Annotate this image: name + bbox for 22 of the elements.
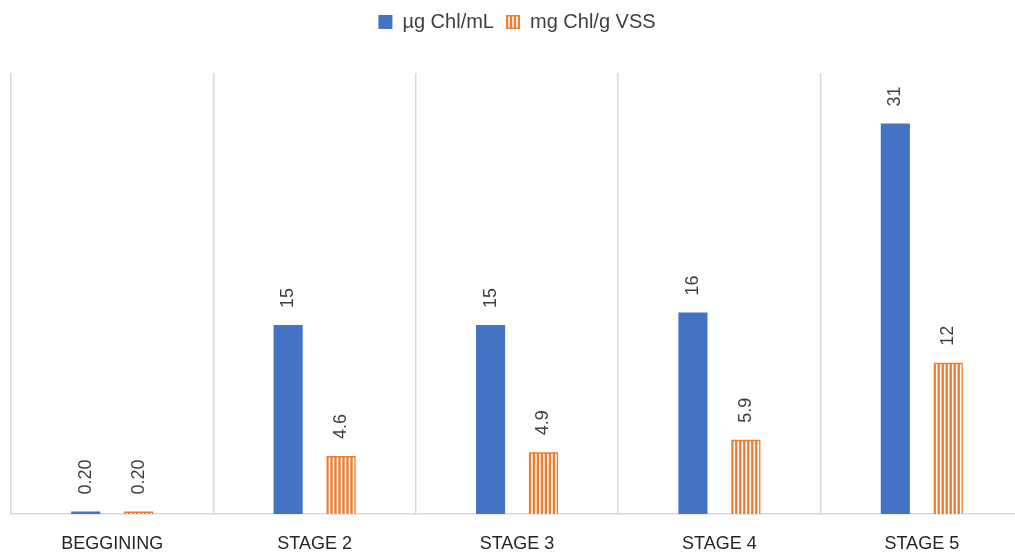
data-label: 12 [937,325,958,346]
data-label: 15 [277,287,298,308]
legend-label: µg Chl/mL [402,9,494,32]
bar [475,325,506,514]
data-label: 5.9 [734,397,755,423]
data-label: 16 [681,275,702,296]
data-label: 0.20 [127,459,148,495]
x-tick-label: STAGE 3 [479,532,555,553]
legend-label: mg Chl/g VSS [529,9,656,32]
x-tick-label: STAGE 5 [884,532,960,553]
data-label: 0.20 [74,459,95,495]
bar [273,325,303,514]
bar [880,123,910,514]
data-label: 31 [884,86,905,107]
x-tick-label: STAGE 4 [682,532,757,553]
data-label: 4.9 [532,410,553,436]
x-tick-label: STAGE 2 [277,532,352,553]
x-tick-label: BEGGINING [61,532,164,553]
bar [71,511,101,514]
data-label: 4.6 [330,414,351,440]
bar [678,312,708,514]
data-label: 15 [479,287,500,308]
